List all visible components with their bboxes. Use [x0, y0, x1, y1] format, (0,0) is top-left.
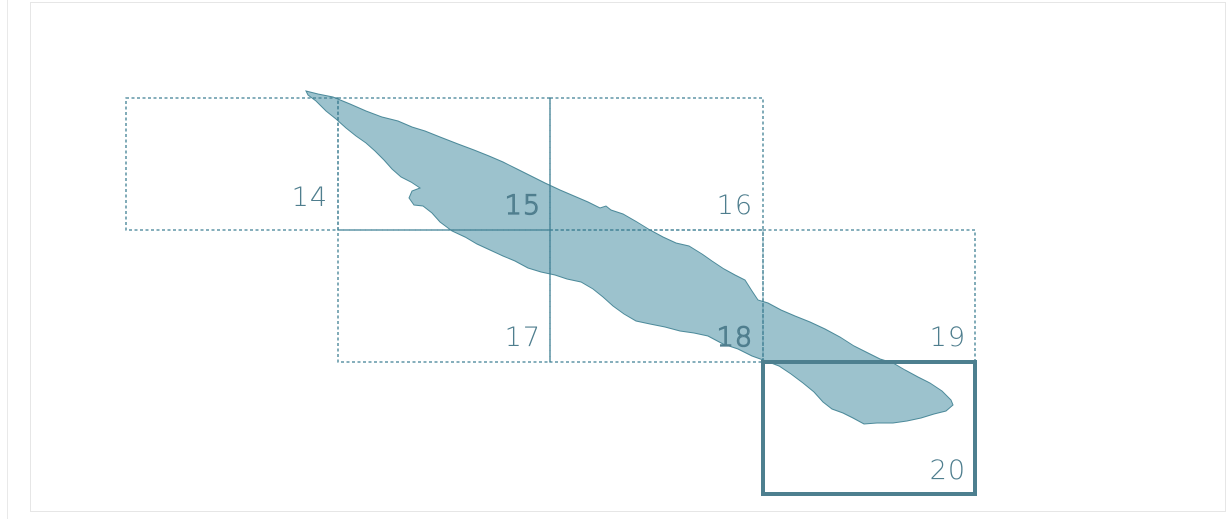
tile-label-18: 18: [717, 322, 753, 353]
tile-label-14: 14: [292, 182, 328, 213]
tile-label-17: 17: [505, 322, 541, 353]
tile-label-16: 16: [717, 190, 753, 221]
tile-label-20: 20: [930, 455, 966, 486]
tile-19[interactable]: [762, 229, 976, 363]
left-divider: [7, 0, 8, 519]
island-shape: [305, 90, 954, 425]
tile-18[interactable]: [549, 229, 764, 363]
tile-label-19: 19: [930, 322, 966, 353]
tile-label-15: 15: [505, 190, 541, 221]
tile-20-selected[interactable]: [761, 360, 977, 496]
